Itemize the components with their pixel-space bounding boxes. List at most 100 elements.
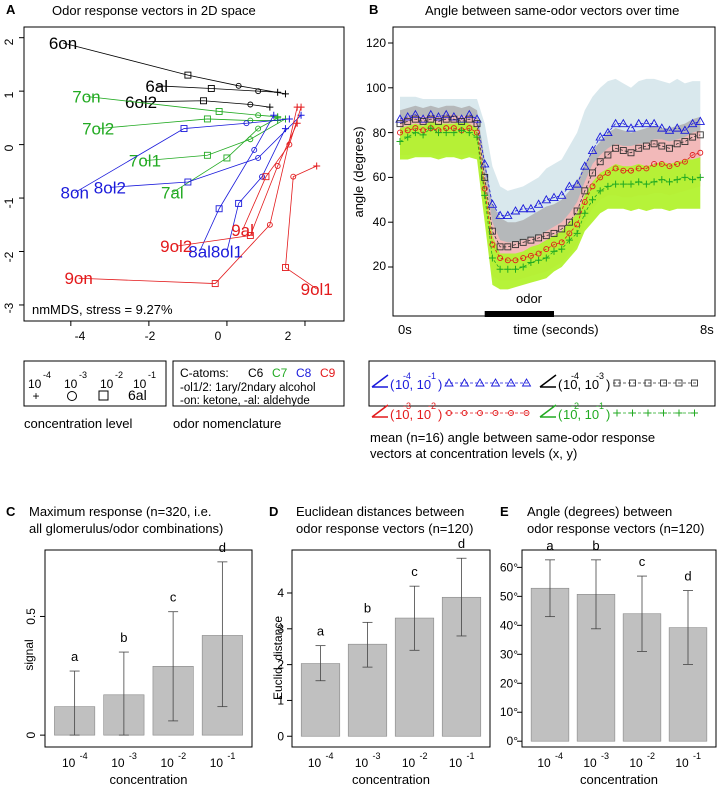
legend-sample-marker — [523, 379, 531, 386]
marker-plus — [266, 104, 273, 111]
odor-label-9ol1: 9ol1 — [301, 280, 333, 299]
panel-e-title-line2: odor response vectors (n=120) — [527, 521, 704, 536]
bar-xlabel: concentration — [109, 772, 187, 787]
bar-ytick-label: 2 — [277, 658, 284, 672]
carbon-c6: C6 — [248, 366, 264, 380]
angle-icon — [372, 405, 388, 417]
odor-label-8on: 8on — [61, 184, 89, 203]
x-category-base: 10 — [62, 756, 76, 770]
odor-window-label: odor — [516, 291, 543, 306]
x-category-base: 10 — [111, 756, 125, 770]
panel-b-title: Angle between same-odor vectors over tim… — [425, 3, 679, 18]
odor-label-6on: 6on — [49, 34, 77, 53]
legend-base: 10, 10 — [395, 377, 431, 392]
legend-entry-red: ( 10, 10 -3 -2 ) — [372, 401, 530, 422]
panel-b-caption-line2: vectors at concentration levels (x, y) — [370, 446, 577, 461]
significance-letter: b — [120, 630, 127, 645]
panel-a-ytick: -1 — [2, 197, 16, 208]
odor-label-8ol2: 8ol2 — [94, 178, 126, 197]
odor-label-7al: 7al — [161, 184, 184, 203]
panel-b-ylabel: angle (degrees) — [351, 126, 366, 217]
panel-b-ytick: 60 — [373, 170, 387, 184]
legend-exp: -2 — [428, 401, 436, 411]
panel-a-ytick: -2 — [2, 251, 16, 262]
bar-ytick-label: 0° — [507, 734, 519, 748]
bar-xlabel: concentration — [580, 772, 658, 787]
legend-exp: -3 — [403, 401, 411, 411]
legend-exp: -3 — [596, 371, 604, 381]
concentration-legend-caption: concentration level — [24, 416, 133, 431]
x-category-base: 10 — [308, 756, 322, 770]
legend-sample-marker — [691, 410, 698, 417]
panel-a-ytick: 1 — [2, 91, 16, 98]
panel-a-title: Odor response vectors in 2D space — [52, 3, 256, 18]
legend-exp: -2 — [571, 401, 579, 411]
significance-letter: a — [317, 624, 325, 639]
significance-letter: d — [458, 536, 465, 551]
legend-exp: -4 — [571, 371, 579, 381]
significance-letter: c — [411, 564, 418, 579]
conc-exp: -1 — [148, 370, 156, 380]
panel-b-x-end: 8s — [700, 322, 714, 337]
carbon-c7: C7 — [272, 366, 288, 380]
conc-base: 10 — [64, 377, 78, 391]
panel-d-title-line1: Euclidean distances between — [296, 504, 464, 519]
legend-entry-green: ( 10, 10 -2 -1 ) — [540, 401, 698, 422]
bar-ytick-label: 1 — [277, 693, 284, 707]
marker-plus — [282, 125, 289, 132]
catoms-label: C-atoms: — [180, 366, 229, 380]
trajectory-7ol2 — [98, 119, 278, 129]
legend-sample-marker — [492, 379, 500, 386]
legend-line-grey — [613, 380, 698, 386]
panel-e-plot: a10 -4b10 -3c10 -2d10 -1concentration60°50°4… — [500, 538, 716, 787]
legend-sample-marker — [645, 410, 652, 417]
panel-a-xtick: -2 — [145, 329, 156, 343]
angle-icon — [540, 375, 556, 387]
panel-a-ytick: -3 — [2, 302, 16, 313]
legend-entry-grey: ( 10, 10 -4 -3 ) — [540, 371, 698, 392]
odor-label-9al: 9al — [231, 221, 254, 240]
panel-a-xtick: -4 — [75, 329, 86, 343]
circle-marker-icon — [68, 392, 77, 401]
x-category-base: 10 — [210, 756, 224, 770]
panel-a-ytick: 0 — [2, 144, 16, 151]
concentration-legend: 10 -4 10 -3 10 -2 10 -1 + 6al — [28, 370, 156, 403]
panel-b-ytick: 40 — [373, 215, 387, 229]
plus-marker-icon: + — [32, 389, 39, 403]
conc-base: 10 — [100, 377, 114, 391]
panel-b-ytick: 100 — [366, 81, 386, 95]
x-category-base: 10 — [449, 756, 463, 770]
panel-b-letter: B — [369, 2, 378, 17]
bar-xlabel: concentration — [352, 772, 430, 787]
conc-exp: -3 — [79, 370, 87, 380]
nomenclature-ketone: -on: ketone, -al: aldehyde — [180, 395, 310, 407]
odor-label-7ol2: 7ol2 — [82, 120, 114, 139]
x-category-exp: -4 — [325, 751, 333, 761]
x-category-base: 10 — [583, 756, 597, 770]
significance-letter: b — [592, 538, 599, 553]
conc-legend-al: 6al — [128, 387, 147, 403]
panel-a: A Odor response vectors in 2D space -4 -… — [2, 2, 344, 431]
bar-ytick-label: 60° — [500, 560, 518, 574]
odor-label-7ol1: 7ol1 — [129, 152, 161, 171]
bar-ytick-label: 20° — [500, 676, 518, 690]
carbon-c9: C9 — [320, 366, 336, 380]
x-category-exp: -2 — [419, 751, 427, 761]
panel-b-xlabel: time (seconds) — [513, 322, 598, 337]
x-category-exp: -2 — [178, 751, 186, 761]
trajectory-6on — [63, 43, 285, 94]
legend-paren: ) — [606, 407, 610, 422]
panel-a-trajectories: 6on6al6ol27on7ol27ol17al8on 8ol28ol18al9o… — [19, 34, 333, 326]
legend-sample-marker — [507, 379, 515, 386]
angle-icon — [372, 375, 388, 387]
panel-d-title-line2: odor response vectors (n=120) — [296, 521, 473, 536]
panel-b-ytick: 80 — [373, 126, 387, 140]
x-category-base: 10 — [629, 756, 643, 770]
panel-a-ytick: 2 — [2, 38, 16, 45]
x-category-exp: -3 — [372, 751, 380, 761]
x-category-base: 10 — [675, 756, 689, 770]
legend-paren: ) — [606, 377, 610, 392]
angle-icon — [540, 405, 556, 417]
square-marker-icon — [99, 391, 108, 400]
